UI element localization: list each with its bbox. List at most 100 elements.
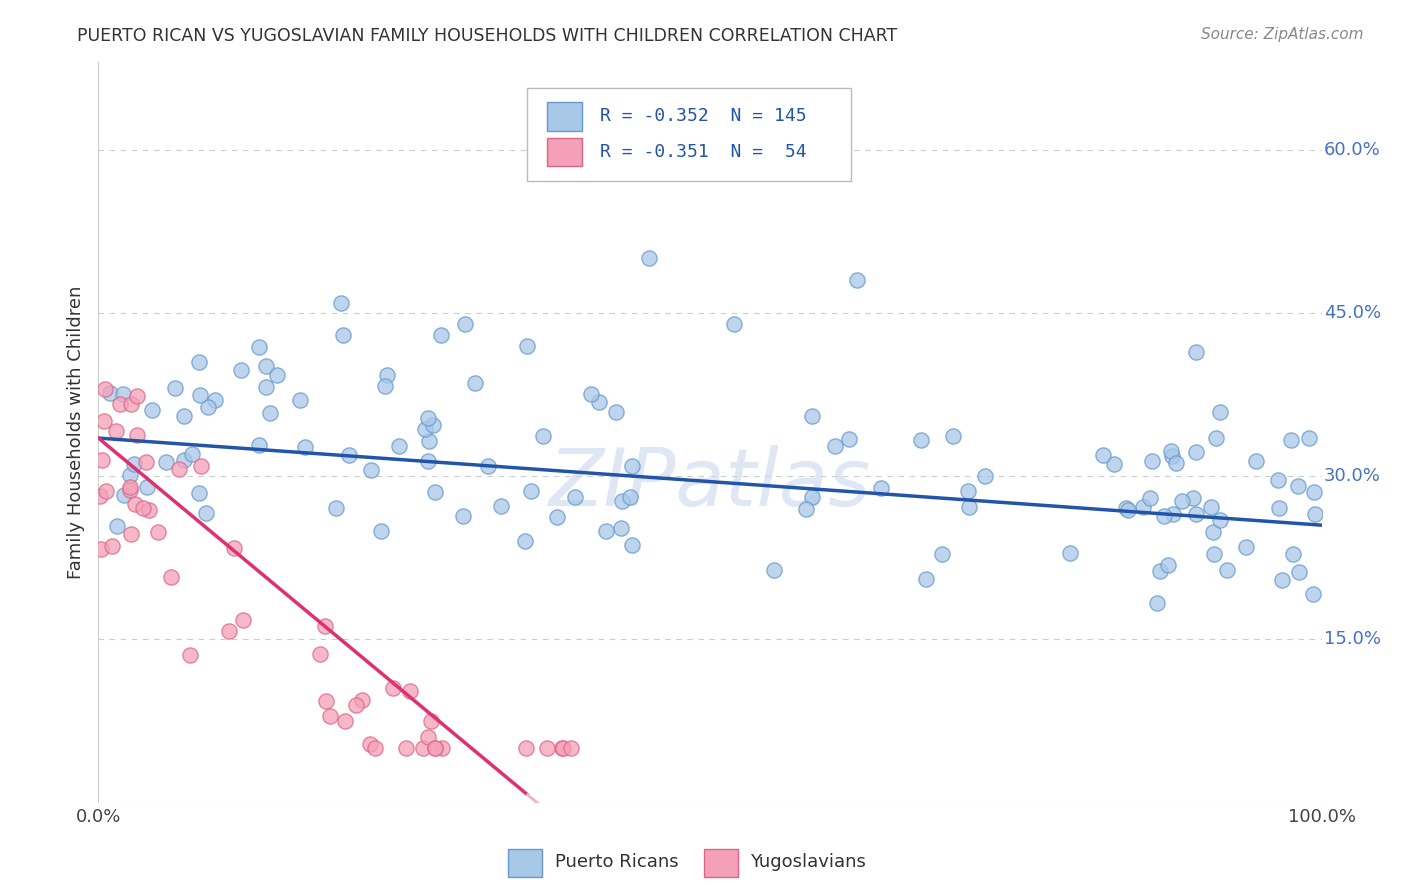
Point bbox=[364, 741, 387, 756]
Point bbox=[134, 455, 156, 469]
Point bbox=[370, 524, 392, 539]
Point bbox=[190, 458, 212, 473]
Point bbox=[339, 449, 361, 463]
Point bbox=[329, 296, 352, 310]
Point bbox=[477, 459, 499, 474]
Point bbox=[430, 327, 453, 342]
Point bbox=[515, 338, 537, 352]
Point bbox=[120, 397, 142, 411]
Point bbox=[121, 527, 143, 541]
Point bbox=[1202, 524, 1225, 539]
Point bbox=[519, 483, 541, 498]
Point bbox=[931, 547, 953, 561]
Point bbox=[1153, 509, 1175, 524]
Point bbox=[254, 380, 277, 394]
Point bbox=[1115, 501, 1137, 516]
Point bbox=[90, 541, 112, 556]
Point bbox=[181, 447, 204, 461]
Point bbox=[204, 393, 226, 408]
Point bbox=[1139, 491, 1161, 505]
Point bbox=[1149, 565, 1171, 579]
Bar bbox=[508, 848, 543, 877]
Point bbox=[412, 741, 434, 756]
Point bbox=[1267, 473, 1289, 487]
Point bbox=[1116, 503, 1139, 517]
Text: 15.0%: 15.0% bbox=[1324, 631, 1381, 648]
Point bbox=[1282, 547, 1305, 561]
Point bbox=[422, 417, 444, 432]
Point bbox=[98, 385, 121, 400]
Point bbox=[173, 452, 195, 467]
Point bbox=[605, 405, 627, 419]
Point bbox=[105, 518, 128, 533]
Point bbox=[974, 468, 997, 483]
Point bbox=[1244, 454, 1267, 468]
Bar bbox=[547, 103, 582, 130]
Point bbox=[125, 428, 148, 442]
Point bbox=[1170, 494, 1192, 508]
Point bbox=[956, 484, 979, 499]
Point bbox=[141, 403, 163, 417]
Point bbox=[869, 481, 891, 495]
Point bbox=[1184, 507, 1206, 521]
Text: Puerto Ricans: Puerto Ricans bbox=[555, 853, 678, 871]
Point bbox=[1146, 596, 1168, 610]
Point bbox=[1271, 573, 1294, 587]
Bar bbox=[704, 848, 738, 877]
Point bbox=[1209, 513, 1232, 527]
Point bbox=[763, 563, 786, 577]
Point bbox=[120, 467, 142, 482]
Point bbox=[165, 381, 187, 395]
Point bbox=[288, 393, 311, 408]
Point bbox=[112, 488, 135, 502]
Point bbox=[416, 731, 439, 745]
Point bbox=[187, 486, 209, 500]
Point bbox=[335, 714, 357, 729]
Point bbox=[1140, 454, 1163, 468]
Point bbox=[564, 490, 586, 504]
Point bbox=[1302, 586, 1324, 600]
Point bbox=[515, 741, 537, 756]
Point bbox=[761, 164, 783, 178]
Point bbox=[93, 382, 115, 396]
Point bbox=[374, 378, 396, 392]
Point bbox=[266, 368, 288, 382]
Point bbox=[1288, 565, 1310, 579]
Point bbox=[454, 317, 477, 331]
Point bbox=[560, 741, 582, 756]
Point bbox=[1132, 500, 1154, 514]
Point bbox=[197, 400, 219, 414]
Point bbox=[309, 647, 332, 661]
Point bbox=[96, 483, 118, 498]
Point bbox=[588, 395, 610, 409]
Point bbox=[112, 386, 135, 401]
Point bbox=[188, 387, 211, 401]
Point bbox=[314, 619, 336, 633]
Point bbox=[222, 541, 245, 556]
Point bbox=[1216, 563, 1239, 577]
Point bbox=[332, 327, 354, 342]
Text: Yugoslavians: Yugoslavians bbox=[751, 853, 866, 871]
Point bbox=[536, 741, 558, 756]
Text: R = -0.352  N = 145: R = -0.352 N = 145 bbox=[600, 108, 807, 126]
Point bbox=[418, 434, 440, 449]
Y-axis label: Family Households with Children: Family Households with Children bbox=[66, 286, 84, 579]
Text: ZIPatlas: ZIPatlas bbox=[548, 445, 872, 524]
Point bbox=[100, 540, 122, 554]
Point bbox=[1182, 491, 1205, 505]
Point bbox=[118, 479, 141, 493]
Point bbox=[138, 503, 160, 517]
Point bbox=[579, 386, 602, 401]
Point bbox=[259, 406, 281, 420]
Point bbox=[845, 273, 868, 287]
Point bbox=[531, 429, 554, 443]
Point bbox=[90, 452, 112, 467]
Point bbox=[1059, 546, 1081, 560]
Point bbox=[423, 741, 446, 756]
Point bbox=[1303, 485, 1326, 500]
Point bbox=[399, 683, 422, 698]
Text: 30.0%: 30.0% bbox=[1324, 467, 1381, 485]
Point bbox=[1298, 431, 1320, 445]
Point bbox=[416, 410, 439, 425]
Point bbox=[173, 409, 195, 423]
